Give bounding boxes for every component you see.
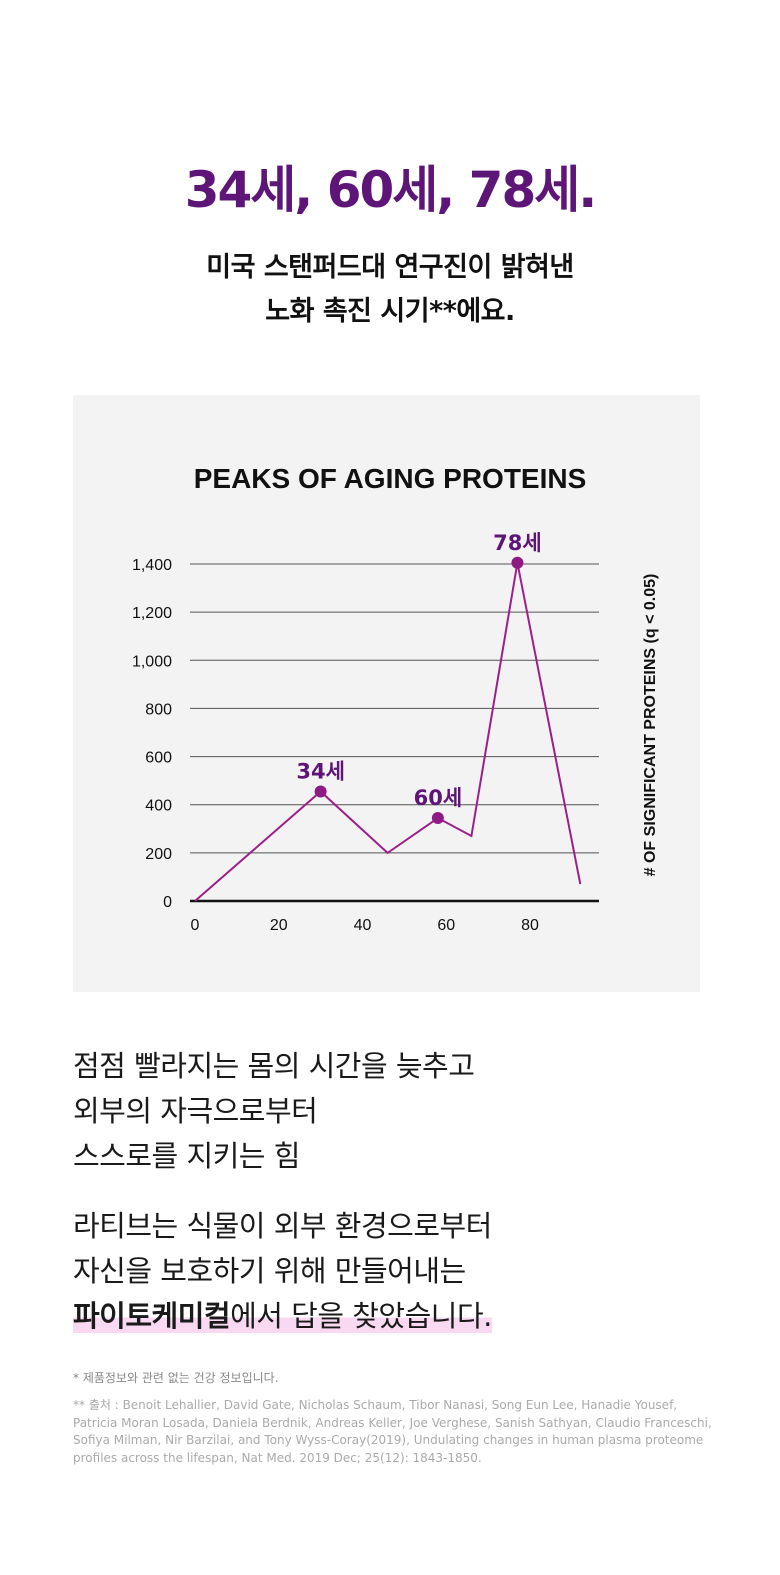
body-paragraph-2: 라티브는 식물이 외부 환경으로부터 자신을 보호하기 위해 만들어내는 파이토…	[73, 1204, 492, 1339]
peak-label: 78세	[493, 531, 542, 555]
body-2-line-3: 파이토케미컬에서 답을 찾았습니다.	[73, 1294, 492, 1339]
peak-label: 60세	[414, 786, 463, 810]
source-citation: ** 출처 : Benoit Lehallier, David Gate, Ni…	[73, 1398, 712, 1465]
body-1-line-1: 점점 빨라지는 몸의 시간을 늦추고	[73, 1049, 475, 1083]
y-tick-label: 200	[145, 846, 172, 863]
subtitle: 미국 스탠퍼드대 연구진이 밝혀낸 노화 촉진 시기**에요.	[0, 246, 780, 334]
y-axis-label: # OF SIGNIFICANT PROTEINS (q < 0.05)	[642, 574, 659, 877]
body-2-line-1: 라티브는 식물이 외부 환경으로부터	[73, 1209, 492, 1243]
peak-point	[431, 811, 444, 824]
body-2-line-2: 자신을 보호하기 위해 만들어내는	[73, 1254, 466, 1288]
highlighted-phrase: 파이토케미컬에서 답을 찾았습니다.	[73, 1299, 492, 1333]
y-tick-label: 1,400	[132, 557, 172, 574]
y-tick-label: 600	[145, 750, 172, 767]
phytochemical-keyword: 파이토케미컬	[73, 1299, 231, 1333]
y-tick-label: 400	[145, 798, 172, 815]
y-tick-label: 0	[163, 894, 172, 911]
peak-point	[314, 785, 327, 798]
y-tick-label: 1,200	[132, 605, 172, 622]
body-1-line-3: 스스로를 지키는 힘	[73, 1139, 300, 1173]
peak-label: 34세	[296, 759, 345, 783]
chart-title: PEAKS OF AGING PROTEINS	[194, 463, 587, 494]
x-tick-label: 20	[270, 917, 288, 934]
x-tick-label: 60	[437, 917, 455, 934]
peak-point	[511, 556, 524, 569]
body-1-line-2: 외부의 자극으로부터	[73, 1094, 318, 1128]
headline: 34세, 60세, 78세.	[184, 161, 598, 219]
y-tick-label: 1,000	[132, 653, 172, 670]
x-tick-label: 80	[521, 917, 539, 934]
y-tick-label: 800	[145, 701, 172, 718]
x-tick-label: 0	[191, 917, 200, 934]
body-2-line-3-rest: 에서 답을 찾았습니다.	[230, 1299, 492, 1333]
series-line	[194, 562, 582, 902]
x-tick-label: 40	[354, 917, 372, 934]
disclaimer-note: * 제품정보와 관련 없는 건강 정보입니다.	[73, 1371, 279, 1385]
aging-proteins-chart: PEAKS OF AGING PROTEINS 02004006008001,0…	[132, 463, 659, 934]
subtitle-line-2: 노화 촉진 시기**에요.	[265, 296, 515, 327]
body-paragraph-1: 점점 빨라지는 몸의 시간을 늦추고 외부의 자극으로부터 스스로를 지키는 힘	[73, 1044, 475, 1179]
subtitle-line-1: 미국 스탠퍼드대 연구진이 밝혀낸	[206, 252, 574, 283]
chart-panel: PEAKS OF AGING PROTEINS 0 200 400 600 800 1,0…	[73, 395, 700, 992]
